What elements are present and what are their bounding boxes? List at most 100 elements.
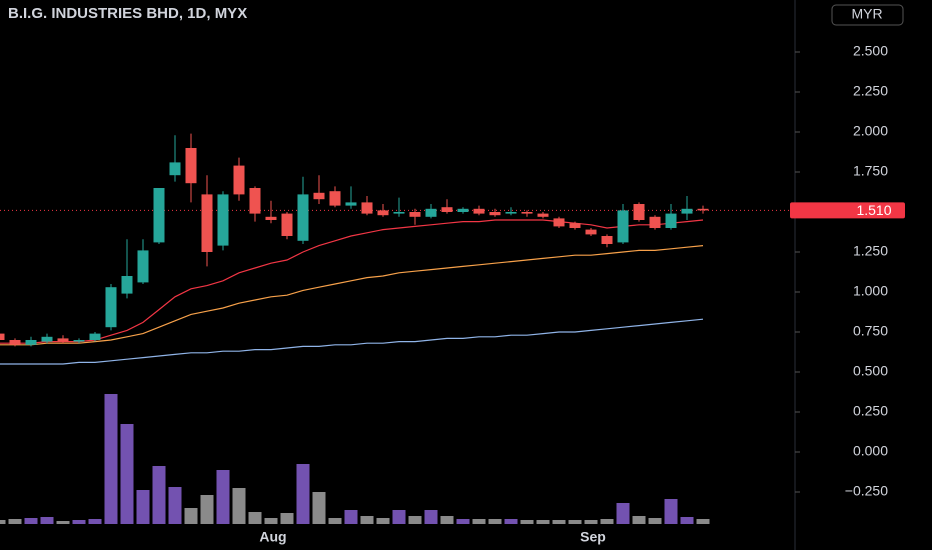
volume-bar xyxy=(248,512,262,524)
volume-bar xyxy=(40,517,54,524)
candle-body xyxy=(633,204,645,220)
volume-bar xyxy=(536,520,550,524)
volume-bar xyxy=(568,520,582,524)
y-tick-label: 0.500 xyxy=(853,363,888,379)
candle-body xyxy=(233,165,245,195)
volume-bar xyxy=(344,510,358,524)
candle-body xyxy=(73,340,85,342)
candle-body xyxy=(505,212,517,214)
candle-body xyxy=(457,208,469,212)
volume-bar xyxy=(216,470,230,524)
candle-body xyxy=(121,276,133,294)
volume-bar xyxy=(376,518,390,524)
candle-body xyxy=(25,340,37,345)
candle-body xyxy=(361,202,373,214)
candle-body xyxy=(137,250,149,283)
volume-bar xyxy=(664,499,678,524)
volume-bar xyxy=(584,520,598,524)
volume-bar xyxy=(200,495,214,524)
candle-body xyxy=(217,194,229,246)
candle-body xyxy=(41,336,53,342)
x-tick-label: Sep xyxy=(580,529,606,545)
y-tick-label: 2.000 xyxy=(853,123,888,139)
y-tick-label: −0.250 xyxy=(845,483,888,499)
y-tick-label: 2.500 xyxy=(853,43,888,59)
candle-body xyxy=(553,218,565,227)
moving-average xyxy=(0,245,704,346)
candle-body xyxy=(105,287,117,328)
volume-bar xyxy=(680,517,694,524)
volume-bar xyxy=(472,519,486,524)
candle-body xyxy=(265,216,277,220)
volume-bar xyxy=(488,519,502,524)
candle-body xyxy=(329,191,341,206)
candle-body xyxy=(681,208,693,214)
moving-average xyxy=(0,318,704,365)
volume-bar xyxy=(24,518,38,524)
volume-bar xyxy=(424,510,438,524)
candle-body xyxy=(473,208,485,214)
candle-body xyxy=(665,213,677,228)
y-tick-label: 1.250 xyxy=(853,243,888,259)
volume-bar xyxy=(88,519,102,524)
last-price-label: 1.510 xyxy=(856,202,891,218)
volume-bar xyxy=(264,518,278,524)
candle-body xyxy=(393,212,405,214)
volume-bar xyxy=(696,519,710,524)
volume-bar xyxy=(648,518,662,524)
candle-body xyxy=(489,212,501,216)
candle-body xyxy=(345,202,357,206)
y-tick-label: 0.250 xyxy=(853,403,888,419)
candle-body xyxy=(169,162,181,176)
volume-bar xyxy=(72,520,86,524)
candle-body xyxy=(249,188,261,214)
volume-bar xyxy=(360,516,374,524)
candle-body xyxy=(585,229,597,235)
volume-bar xyxy=(136,490,150,524)
volume-bar xyxy=(312,492,326,524)
candle-body xyxy=(153,188,165,243)
candle-body xyxy=(425,208,437,217)
candle-body xyxy=(281,213,293,236)
volume-bar xyxy=(168,487,182,524)
candle-body xyxy=(569,223,581,228)
volume-bar xyxy=(0,520,6,524)
candle-body xyxy=(0,333,5,340)
volume-bar xyxy=(408,516,422,524)
candle-body xyxy=(601,236,613,244)
volume-bar xyxy=(120,424,134,524)
currency[interactable]: MYR xyxy=(851,6,882,22)
volume-bar xyxy=(520,520,534,524)
volume-bar xyxy=(232,488,246,524)
currency-box[interactable] xyxy=(831,4,904,26)
volume-bar xyxy=(392,510,406,524)
volume-bar xyxy=(56,521,70,524)
last-price-box xyxy=(790,202,905,219)
y-tick-label: 2.250 xyxy=(853,83,888,99)
volume-bar xyxy=(440,516,454,524)
volume-bar xyxy=(280,513,294,524)
candle-body xyxy=(185,148,197,184)
volume-bar xyxy=(600,519,614,524)
moving-average xyxy=(0,219,704,344)
candle-body xyxy=(617,210,629,243)
volume-bar xyxy=(504,519,518,524)
y-tick-label: 1.000 xyxy=(853,283,888,299)
volume-bar xyxy=(456,519,470,524)
volume-bar xyxy=(104,394,118,524)
volume-bar xyxy=(8,519,22,524)
candle-body xyxy=(409,212,421,217)
chart-title: B.I.G. INDUSTRIES BHD, 1D, MYX xyxy=(8,5,247,22)
candle-body xyxy=(377,210,389,216)
candle-body xyxy=(313,192,325,200)
candle-body xyxy=(201,194,213,252)
candle-body xyxy=(297,194,309,241)
volume-bar xyxy=(296,464,310,524)
candle-body xyxy=(89,333,101,340)
candle-body xyxy=(9,340,21,345)
volume-bar xyxy=(152,466,166,524)
volume-bar xyxy=(552,520,566,524)
x-tick-label: Aug xyxy=(259,529,286,545)
